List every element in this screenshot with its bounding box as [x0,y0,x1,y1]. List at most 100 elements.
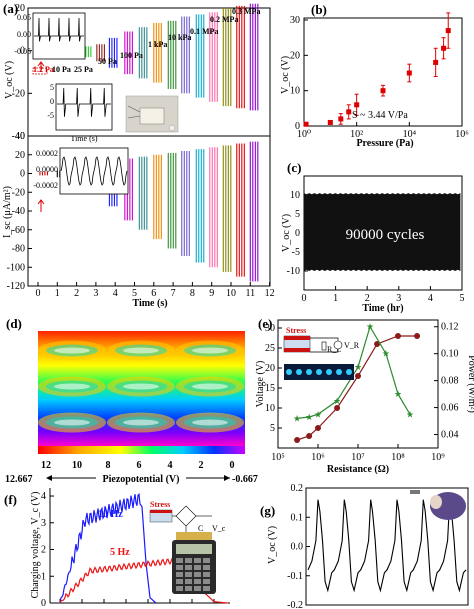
d-colorbar-tick: 8 [106,460,111,471]
e-y2tick-label: 0.04 [441,430,459,441]
g-ticks: 0.2 0.1 0.0 -0.1 -0.2 [287,483,310,609]
c-xtick-label: 3 [396,293,401,304]
e-led [326,369,332,375]
c-xtick-label: 4 [428,293,433,304]
e-led [306,369,312,375]
a-pressure-label: 1.2 Pa [33,65,54,74]
f-calc-key [185,565,192,570]
d-colorbar-tick: 6 [137,460,142,471]
g-ytick-label: -0.1 [287,571,303,582]
a-pressure-label: 100 Pa [120,51,143,60]
e-y2label: Power (W/m²) [466,355,474,413]
f-inset-v: V_c [212,524,226,533]
a-bottom-ytick-label: -20 [12,187,25,198]
d-colorbar-tick: 4 [168,460,173,471]
b-point [441,45,447,51]
b-ytick-label: 30 [290,15,300,26]
e-ytick-label: 10 [265,403,275,414]
f-calc-key [194,565,201,570]
a-top-ylabel: V_oc (V) [4,61,15,99]
f-series-10hz [59,492,157,604]
a-top-ytick-label: 20 [15,3,25,14]
e-voltage-point [334,405,341,411]
a-bottom-ytick-label: 40 [15,131,25,142]
g-ylabel: V_oc (V) [267,526,278,564]
panel-label-d: (d) [6,316,22,331]
d-arrow-right [224,475,230,481]
d-lobe-core [54,383,90,390]
e-led [286,369,292,375]
d-colorbar-max: -0.667 [232,474,258,485]
e-voltage-point [414,333,421,339]
d-lobe-core [192,383,228,390]
b-frame [303,17,463,127]
a-bottom-ytick-label: -80 [12,244,25,255]
f-calc-key [194,579,201,584]
b-point [433,59,439,65]
a-xtick-label: 10 [226,288,236,299]
f-calc-key [203,579,210,584]
a-xtick-label: 8 [190,288,195,299]
e-power-point: ★ [354,362,362,372]
b-point [346,109,352,115]
c-ytick-label: -10 [287,266,300,277]
e-voltage-point [374,341,381,347]
e-series: ★ ★ ★★★★★★★ [293,322,421,443]
a-inset2-ytick: 5 [50,83,54,92]
d-lobe-core [123,383,159,390]
f-ytick-label: 2 [41,545,46,556]
d-colorbar-tick: 12 [41,460,51,471]
f-calc-key [185,579,192,584]
e-ticks: 10⁵ 10⁶ 10⁷ 10⁸ 10⁹ 5 10 15 20 25 30 0.04 0.06 0.08 0.… [265,322,459,463]
c-signal-band [304,193,461,271]
a-top-ytick-label: -40 [12,131,25,142]
e-ytick-label: 20 [265,363,275,374]
d-arrow-left [46,475,52,481]
e-ytick-label: 25 [265,343,275,354]
e-ytick-label: 5 [270,423,275,434]
a-xtick-label: 5 [132,288,137,299]
e-inset-circuit: Stress R_L V_R [283,326,360,380]
a-bottom-ytick-label: -40 [12,206,25,217]
e-y2tick-label: 0.08 [441,376,459,387]
e-power-point: ★ [314,409,322,419]
e-ytick-label: 30 [265,323,275,334]
a-bottom-ytick-label: 20 [15,150,25,161]
e-power-point: ★ [406,409,414,419]
a-xtick-label: 9 [209,288,214,299]
d-colorbar-tick: 2 [199,460,204,471]
d-lobe-core [192,347,228,354]
f-calc-key [185,572,192,577]
a-xtick-label: 2 [74,288,79,299]
a-inset2-ytick: -5 [47,111,54,120]
a-bottom-ytick-label: 0 [20,169,25,180]
e-led [296,369,302,375]
f-calc-key [185,558,192,563]
e-led [316,369,322,375]
panel-label-b: (b) [311,2,327,17]
b-xtick-label: 10⁴ [403,129,417,140]
panel-label-f: (f) [4,492,17,507]
b-ylabel: V_oc (V) [280,56,291,94]
d-lobe-core [123,419,159,426]
b-point [303,121,309,127]
a-top-ytick-label: 0 [20,46,25,57]
panel-a: (a) 200-20-40 40200-20-40-60-80-100-120 … [2,1,275,309]
f-calc-key [176,586,183,591]
f-calc-key [194,558,201,563]
c-annotation: 90000 cycles [346,227,425,243]
f-ytick-label: 4 [41,491,46,502]
panel-c: (c) 0 1 2 3 4 5 10 5 0 -5 -10 90000 cycles V_oc (V… [281,160,465,314]
a-bottom-ytick-label: -60 [12,225,25,236]
a-pressure-label: 0.1 MPa [190,27,218,36]
d-lobe-core [54,419,90,426]
b-point [354,102,360,108]
d-colorbar-min: 12.667 [5,474,33,485]
panel-label-e: (e) [258,316,272,331]
e-power-point: ★ [382,349,390,359]
a-inset3-frame [59,147,129,195]
a-xtick-label: 3 [93,288,98,299]
f-calc-key [185,586,192,591]
